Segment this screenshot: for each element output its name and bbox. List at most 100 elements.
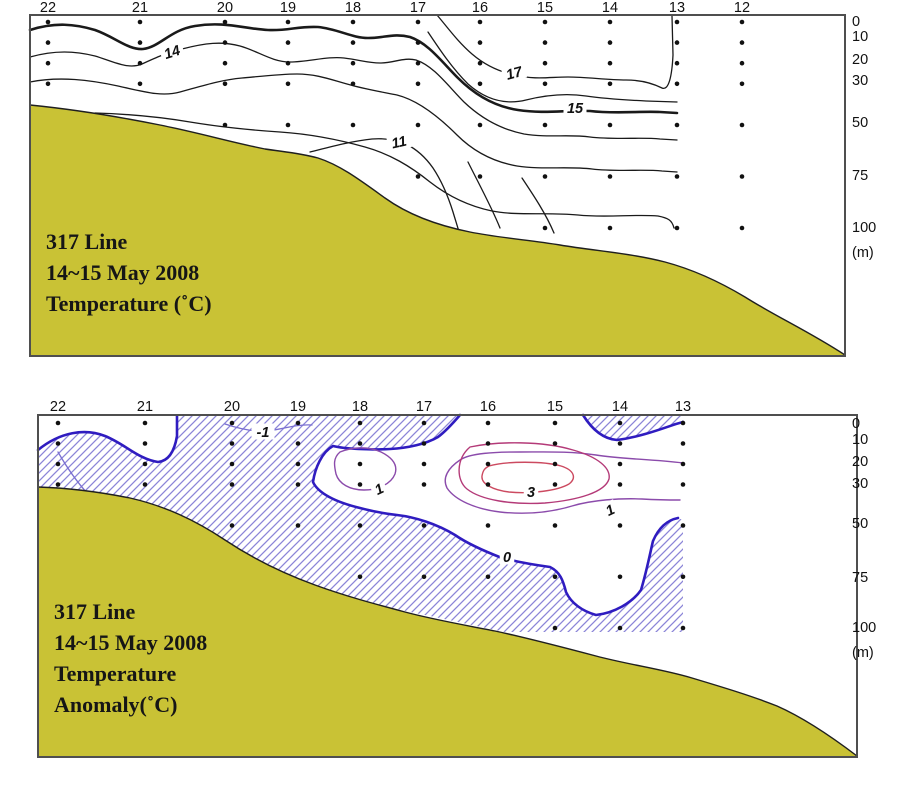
station-label-20: 20 (224, 399, 240, 415)
contour-label-mask (385, 131, 412, 152)
title-line: 317 Line (46, 229, 128, 254)
data-point (552, 625, 558, 631)
data-point (229, 441, 235, 446)
contour-line-13 (29, 73, 678, 173)
contour-label-mask (500, 61, 528, 84)
data-point (350, 40, 356, 45)
data-point (542, 40, 548, 45)
contour-label: 0 (503, 550, 511, 566)
data-point (485, 574, 491, 580)
title-line: 14~15 May 2008 (46, 260, 200, 285)
depth-tick-(m): (m) (852, 645, 874, 661)
data-point (617, 420, 623, 426)
data-point (680, 625, 686, 631)
depth-tick-(m): (m) (852, 245, 874, 261)
contour-line-12 (94, 112, 675, 229)
data-point (415, 60, 421, 66)
station-label-21: 21 (132, 0, 148, 16)
data-point (137, 81, 143, 87)
data-point (350, 81, 356, 87)
data-point (357, 523, 363, 528)
section-title-temperature: 317 Line 14~15 May 2008 Temperature (˚C) (46, 226, 212, 319)
depth-tick-30: 30 (852, 476, 868, 492)
contour-line-16 (427, 31, 678, 103)
station-label-17: 17 (410, 0, 426, 16)
data-point (674, 122, 680, 128)
data-point (137, 19, 143, 25)
depth-tick-0: 0 (852, 14, 860, 30)
data-point (142, 461, 148, 467)
depth-tick-0: 0 (852, 416, 860, 432)
depth-tick-20: 20 (852, 52, 868, 68)
data-point (350, 122, 356, 128)
title-line: 317 Line (54, 599, 136, 624)
data-point (295, 523, 301, 528)
contour-label-group: 3 (523, 483, 539, 501)
station-label-22: 22 (40, 0, 56, 16)
title-line: Temperature (54, 661, 177, 686)
station-label-15: 15 (537, 0, 553, 16)
contour-label-mask (499, 548, 515, 565)
data-point (680, 461, 686, 467)
depth-tick-10: 10 (852, 29, 868, 45)
panel-border (37, 414, 858, 758)
seabed-outline (37, 486, 858, 757)
station-label-18: 18 (345, 0, 361, 16)
data-point (674, 174, 680, 179)
contour-line-11b (467, 161, 501, 229)
contour-line-11 (309, 138, 460, 233)
data-point (229, 420, 235, 426)
data-point (485, 482, 491, 487)
data-point (607, 81, 613, 87)
depth-tick-100: 100 (852, 620, 876, 636)
data-point (674, 19, 680, 25)
data-point (45, 40, 51, 45)
data-point (739, 122, 745, 128)
data-point (421, 461, 427, 467)
station-label-22: 22 (50, 399, 66, 415)
data-point (607, 60, 613, 66)
title-line: 14~15 May 2008 (54, 630, 208, 655)
data-point (357, 420, 363, 426)
station-label-13: 13 (669, 0, 685, 16)
station-label-19: 19 (290, 399, 306, 415)
data-point (542, 225, 548, 231)
data-point (739, 19, 745, 25)
data-point (415, 174, 421, 179)
data-point (485, 441, 491, 446)
data-point (285, 122, 291, 128)
contour-label-group: 1 (368, 478, 389, 499)
data-point (357, 441, 363, 446)
data-point (552, 461, 558, 467)
data-point (739, 60, 745, 66)
contour-label-mask (158, 40, 186, 63)
data-point (415, 81, 421, 87)
data-point (485, 420, 491, 426)
contour-label-mask (599, 499, 620, 520)
station-label-16: 16 (472, 0, 488, 16)
data-point (55, 420, 61, 426)
data-point (222, 19, 228, 25)
data-point (222, 60, 228, 66)
data-point (350, 19, 356, 25)
data-point (680, 523, 686, 528)
data-point (142, 441, 148, 446)
contour-line-17 (436, 14, 674, 89)
data-point (222, 40, 228, 45)
data-point (285, 60, 291, 66)
contour-line-0 (36, 414, 179, 464)
data-point (357, 574, 363, 580)
contour-label-mask (368, 478, 389, 499)
data-point (739, 225, 745, 231)
seabed-outline (29, 104, 846, 356)
contour-label-mask (563, 99, 587, 116)
contour-label-group: 1 (599, 499, 620, 520)
title-line: Anomaly(˚C) (54, 692, 178, 717)
depth-tick-75: 75 (852, 168, 868, 184)
station-label-21: 21 (137, 399, 153, 415)
panel-border (29, 14, 846, 357)
data-point (674, 225, 680, 231)
data-point (680, 574, 686, 580)
data-point (477, 40, 483, 45)
